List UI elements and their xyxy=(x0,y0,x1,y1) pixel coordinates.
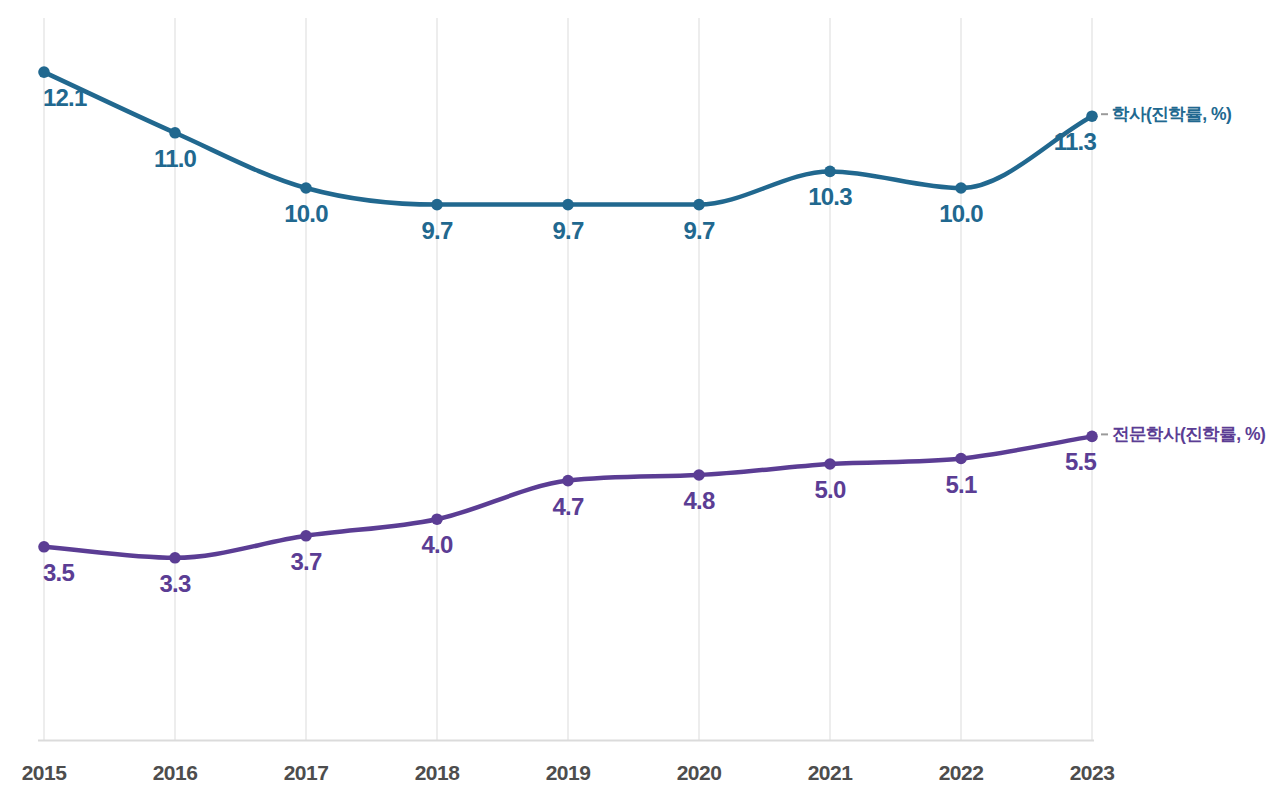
data-label-bachelor: 9.7 xyxy=(422,217,453,244)
x-axis-tick-label: 2023 xyxy=(1070,761,1115,784)
legend-label-associate: 전문학사(진학률, %) xyxy=(1112,424,1265,444)
x-axis-tick-label: 2020 xyxy=(677,761,722,784)
data-point-bachelor xyxy=(1086,110,1098,122)
data-point-bachelor xyxy=(300,182,312,194)
x-axis-tick-label: 2018 xyxy=(415,761,461,784)
series-associate-group: 3.5 3.3 3.7 4.0 4.7 4.8 5.0 5.1 5.5 전문학사(진학률, %) xyxy=(38,424,1265,596)
series-bachelor-group: 12.1 11.0 10.0 9.7 9.7 9.7 10.3 10.0 11.3 학사(진학률,… xyxy=(38,66,1231,243)
data-label-associate: 5.1 xyxy=(946,471,977,498)
data-label-bachelor: 9.7 xyxy=(553,217,584,244)
data-point-associate xyxy=(1086,431,1098,443)
x-axis-tick-label: 2015 xyxy=(22,761,68,784)
data-point-bachelor xyxy=(824,166,836,178)
data-point-associate xyxy=(562,475,574,487)
data-point-bachelor xyxy=(955,182,967,194)
data-point-associate xyxy=(431,513,443,525)
data-label-bachelor: 10.0 xyxy=(939,200,983,227)
data-label-associate: 3.3 xyxy=(160,570,191,597)
line-chart-canvas: 2015 2016 2017 2018 2019 2020 2021 2022 2023 12.1… xyxy=(0,0,1280,800)
x-axis-tick-label: 2022 xyxy=(939,761,984,784)
x-axis-tick-label: 2016 xyxy=(153,761,198,784)
data-point-bachelor xyxy=(693,199,705,211)
data-label-bachelor: 11.3 xyxy=(1054,128,1097,155)
data-label-associate: 3.7 xyxy=(291,548,322,575)
data-label-associate: 4.0 xyxy=(422,531,453,558)
data-point-bachelor xyxy=(169,127,181,139)
data-label-associate: 5.0 xyxy=(815,476,846,503)
data-label-associate: 5.5 xyxy=(1065,448,1096,475)
data-point-bachelor xyxy=(431,199,443,211)
data-label-bachelor: 10.0 xyxy=(284,200,328,227)
data-label-associate: 3.5 xyxy=(43,559,74,586)
x-axis-tick-labels: 2015 2016 2017 2018 2019 2020 2021 2022 2023 xyxy=(22,761,1115,784)
x-axis-tick-label: 2021 xyxy=(808,761,854,784)
line-chart-figure: 2015 2016 2017 2018 2019 2020 2021 2022 2023 12.1… xyxy=(0,0,1280,800)
x-axis-tick-label: 2017 xyxy=(284,761,329,784)
data-point-associate xyxy=(955,453,967,465)
data-point-associate xyxy=(693,469,705,481)
data-label-bachelor: 10.3 xyxy=(808,183,852,210)
gridlines-group xyxy=(44,18,1092,740)
data-point-bachelor xyxy=(38,66,50,78)
data-point-associate xyxy=(169,552,181,564)
data-point-associate xyxy=(300,530,312,542)
data-label-bachelor: 11.0 xyxy=(154,145,197,172)
legend-label-bachelor: 학사(진학률, %) xyxy=(1112,104,1231,124)
data-label-bachelor: 9.7 xyxy=(684,217,715,244)
data-point-associate xyxy=(824,458,836,470)
data-label-associate: 4.7 xyxy=(553,493,584,520)
data-label-associate: 4.8 xyxy=(684,487,715,514)
data-point-bachelor xyxy=(562,199,574,211)
x-axis-tick-label: 2019 xyxy=(546,761,591,784)
data-point-associate xyxy=(38,541,50,553)
data-label-bachelor: 12.1 xyxy=(43,84,87,111)
